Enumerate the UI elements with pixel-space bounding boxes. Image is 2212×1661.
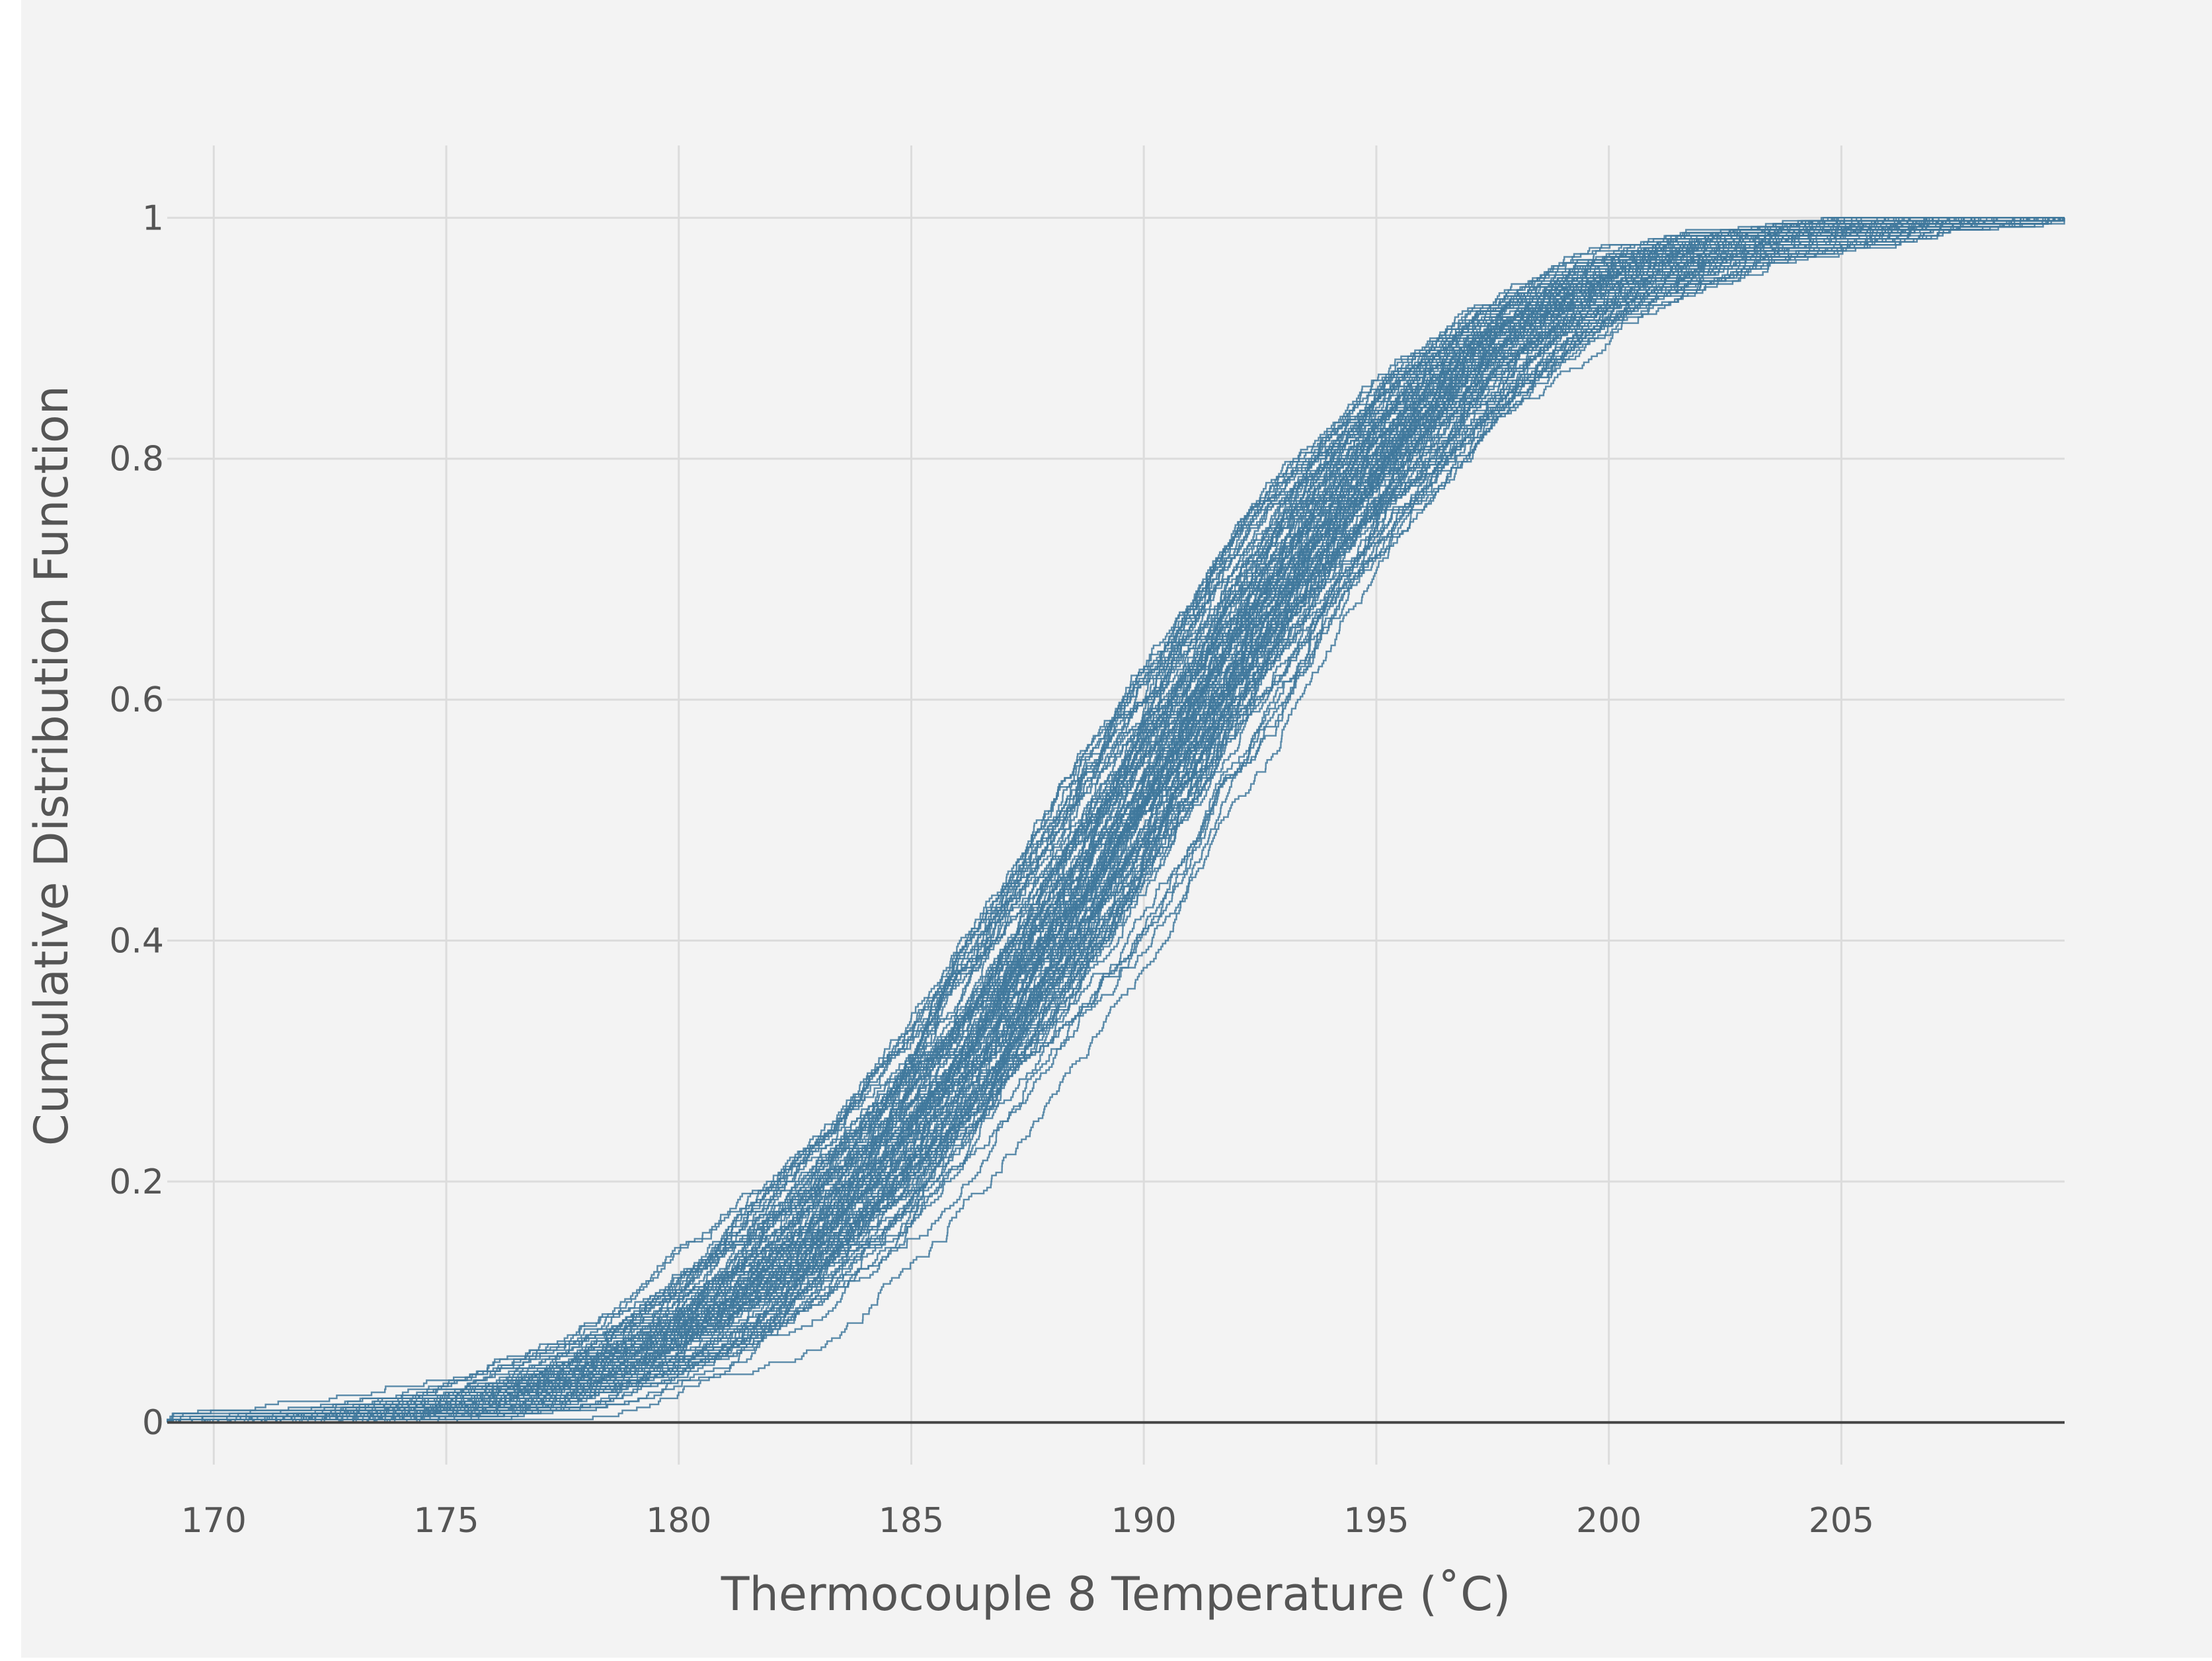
x-axis-title: Thermocouple 8 Temperature (˚C) [721,1567,1511,1621]
cdf-series-line [167,217,2065,1424]
cdf-series-line [167,217,2065,1424]
x-tick-label: 175 [413,1501,479,1541]
cdf-series-line [167,217,2065,1424]
cdf-series-line [167,217,2065,1424]
y-tick-label: 0.6 [109,680,164,720]
series-lines [167,217,2065,1424]
cdf-series-line [167,217,2065,1424]
y-tick-label: 0.2 [109,1162,164,1202]
cdf-series-line [167,217,2065,1424]
cdf-series-line [167,217,2065,1424]
x-tick-label: 205 [1809,1501,1874,1541]
cdf-series-line [167,217,2065,1424]
grid [167,145,2065,1465]
x-tick-label: 200 [1576,1501,1641,1541]
tick-labels: 170 175 180 185 190 195 200 205 0 0.2 0.4 0.6 0.8 1 [109,198,1874,1541]
cdf-series-line [167,217,2065,1424]
x-tick-label: 180 [646,1501,711,1541]
cdf-series-line [167,217,2065,1424]
cdf-series-line [167,217,2065,1424]
cdf-series-line [167,217,2065,1424]
y-tick-label: 1 [142,198,164,238]
cdf-series-line [167,217,2065,1424]
cdf-series-line [167,217,2065,1424]
x-tick-label: 185 [879,1501,944,1541]
y-tick-label: 0.4 [109,921,164,961]
y-axis-title: Cumulative Distribution Function [24,385,79,1146]
x-tick-label: 195 [1343,1501,1409,1541]
y-tick-label: 0 [142,1403,164,1443]
cdf-series-line [167,217,2065,1424]
x-tick-label: 170 [181,1501,247,1541]
y-tick-label: 0.8 [109,440,164,479]
x-tick-label: 190 [1111,1501,1177,1541]
cdf-series-line [167,217,2065,1424]
cdf-series-line [167,217,2065,1424]
cdf-series-line [167,217,2065,1424]
cdf-series-line [167,217,2065,1424]
